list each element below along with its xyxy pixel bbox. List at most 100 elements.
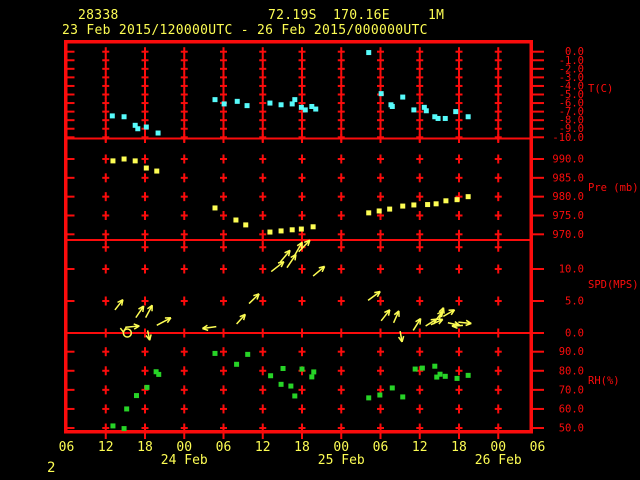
axis-tick-label: 60.0 — [559, 403, 584, 415]
humidity-point — [442, 373, 448, 379]
temperature-point — [411, 107, 417, 113]
wind-arrow-barb — [321, 266, 326, 273]
chart-border — [64, 40, 533, 434]
x-axis-hour-label: 12 — [412, 440, 428, 455]
wind-arrow-shaft — [438, 307, 445, 320]
axis-tick-label: 5.0 — [565, 296, 584, 308]
wind-arrow-barb — [202, 324, 208, 330]
wind-arrow-barb — [119, 327, 124, 333]
wind-arrow-barb — [451, 322, 458, 327]
temperature-point — [234, 98, 240, 104]
wind-arrow-barb — [284, 249, 291, 254]
pressure-point — [132, 158, 138, 164]
wind-arrow-shaft — [412, 318, 422, 331]
axis-tick-label: 80.0 — [559, 365, 584, 377]
wind-arrow-shaft — [399, 330, 403, 343]
humidity-point — [153, 369, 159, 375]
temperature-point — [121, 114, 127, 120]
temperature-point — [212, 97, 218, 103]
wind-arrow-barb — [465, 319, 472, 325]
wind-arrow-barb — [419, 318, 422, 325]
wind-arrow-barb — [438, 307, 445, 313]
x-axis-hour-label: 00 — [333, 440, 349, 455]
wind-arrow-shaft — [447, 322, 460, 326]
wind-arrow-shaft — [451, 324, 463, 327]
humidity-point — [278, 381, 284, 387]
wind-arrow-barb — [146, 304, 153, 310]
wind-arrow-barb — [142, 305, 145, 313]
humidity-point — [234, 361, 240, 367]
wind-arrow-shaft — [458, 321, 472, 325]
wind-arrow-barb — [376, 291, 381, 298]
wind-arrow-shaft — [312, 265, 326, 277]
wind-arrow-barb — [384, 309, 391, 314]
wind-arrow-shaft — [367, 290, 381, 301]
temperature-point — [453, 109, 459, 115]
axis-tick-label: -4.0 — [559, 80, 584, 92]
wind-arrow-barb — [415, 317, 422, 323]
pressure-point — [443, 198, 449, 204]
temperature-point — [435, 115, 441, 121]
humidity-point — [156, 371, 162, 377]
wind-arrow-barb — [451, 325, 458, 330]
pressure-point — [366, 210, 372, 216]
humidity-point — [292, 393, 298, 399]
wind-arrow-barb — [303, 239, 311, 243]
pressure-point — [289, 227, 295, 233]
wind-arrow-barb — [397, 336, 403, 343]
x-axis-date-label: 26 Feb — [475, 453, 522, 468]
wind-arrow-barb — [133, 323, 140, 327]
axis-tick-label: -3.0 — [559, 72, 584, 84]
temperature-point — [143, 124, 149, 130]
humidity-point — [121, 426, 127, 432]
wind-arrow-barb — [202, 327, 209, 332]
axis-tick-label: 975.0 — [552, 210, 584, 222]
x-axis-hour-label: 18 — [451, 440, 467, 455]
pressure-point — [298, 226, 304, 232]
temperature-point — [423, 108, 429, 114]
pressure-point — [376, 208, 382, 214]
wind-arrow-shaft — [279, 249, 291, 264]
pressure-point — [143, 165, 149, 171]
x-axis-hour-label: 06 — [216, 440, 232, 455]
pressure-point — [110, 158, 116, 164]
wind-arrow-shaft — [442, 309, 455, 318]
pressure-point — [267, 229, 273, 235]
humidity-point — [311, 369, 317, 375]
pressure-point — [454, 197, 460, 203]
wind-arrow-barb — [318, 265, 325, 269]
wind-arrow-shaft — [380, 309, 391, 322]
temperature-point — [302, 107, 308, 113]
wind-arrow-barb — [148, 334, 152, 341]
axis-tick-label: -1.0 — [559, 55, 584, 67]
humidity-point — [432, 363, 438, 369]
pressure-point — [310, 224, 316, 230]
temperature-point — [132, 122, 138, 128]
wind-arrow-barb — [387, 309, 391, 316]
temperature-point — [432, 114, 438, 120]
wind-arrow-barb — [145, 335, 151, 341]
x-axis-hour-label: 06 — [59, 440, 75, 455]
axis-tick-label: -5.0 — [559, 89, 584, 101]
temperature-point — [442, 115, 448, 121]
temperature-point — [298, 104, 304, 110]
panel-unit-label: SPD(MPS) — [588, 279, 639, 291]
humidity-point — [389, 385, 395, 391]
x-axis-hour-label: 06 — [530, 440, 546, 455]
wind-arrow-barb — [253, 293, 260, 297]
pressure-point — [387, 206, 393, 212]
temperature-point — [155, 130, 161, 136]
axis-tick-label: 0.0 — [565, 328, 584, 340]
wind-arrow-shaft — [293, 241, 303, 257]
wind-arrow-shaft — [270, 261, 285, 273]
humidity-point — [133, 393, 139, 399]
humidity-point — [144, 384, 150, 390]
temperature-point — [278, 102, 284, 108]
humidity-point — [454, 375, 460, 381]
temperature-point — [244, 103, 250, 109]
wind-arrow-barb — [120, 299, 124, 306]
wind-arrow-barb — [239, 313, 246, 318]
humidity-point — [309, 374, 315, 380]
wind-arrow-shaft — [430, 318, 444, 326]
